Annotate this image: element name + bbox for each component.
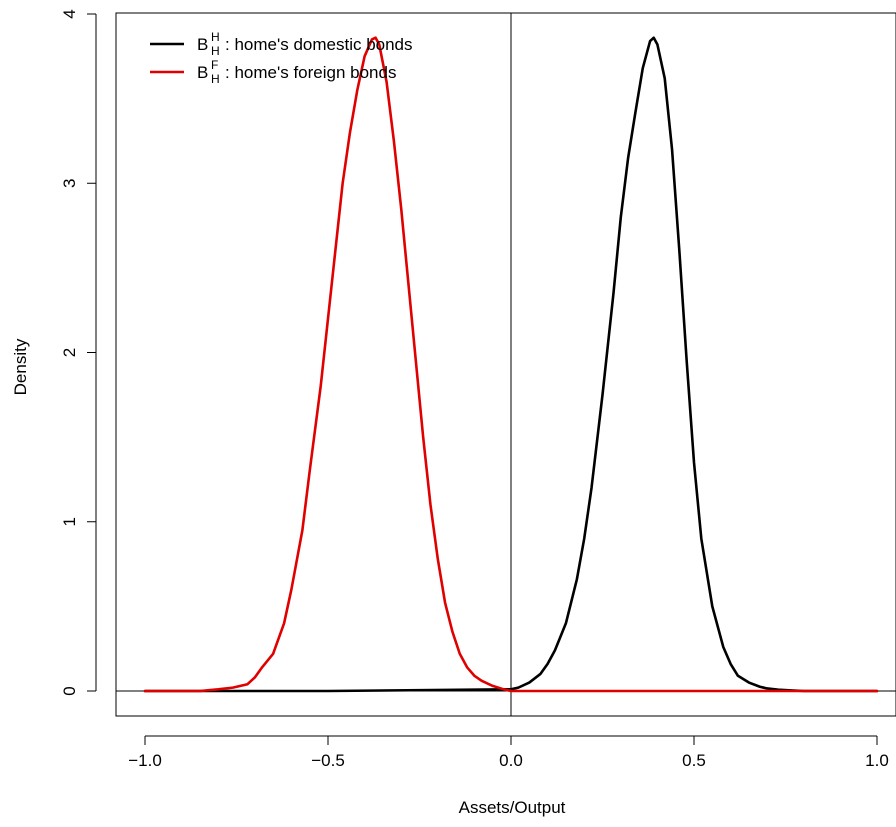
x-tick-label: 0.5 (682, 751, 706, 770)
y-tick-label: 2 (60, 348, 79, 357)
x-tick-label: 1.0 (865, 751, 889, 770)
series-line-domestic-bonds (143, 36, 879, 693)
legend-entry: B FH : home's foreign bonds (197, 58, 396, 86)
x-tick-label: −0.5 (311, 751, 345, 770)
y-tick-label: 0 (60, 686, 79, 695)
plot-frame (115, 12, 896, 717)
legend-symbol: B (197, 63, 208, 82)
legend-label: : home's foreign bonds (225, 63, 396, 82)
series-line-foreign-bonds (143, 36, 879, 693)
legend-subscript: H (211, 44, 220, 58)
y-axis: 0 1 2 3 4 (60, 9, 97, 696)
legend-label: : home's domestic bonds (225, 35, 413, 54)
legend-superscript: H (211, 30, 220, 44)
y-axis-title: Density (11, 338, 30, 395)
legend-superscript: F (211, 58, 218, 72)
x-axis-title: Assets/Output (459, 798, 566, 817)
legend-entry: B HH : home's domestic bonds (197, 30, 413, 58)
y-tick-label: 1 (60, 517, 79, 526)
x-tick-label: 0.0 (499, 751, 523, 770)
reference-lines (116, 13, 896, 716)
y-tick-label: 4 (60, 9, 79, 18)
x-tick-label: −1.0 (128, 751, 162, 770)
y-tick-label: 3 (60, 179, 79, 188)
series-layer (143, 36, 879, 693)
legend-symbol: B (197, 35, 208, 54)
legend-subscript: H (211, 72, 220, 86)
x-axis: −1.0 −0.5 0.0 0.5 1.0 (128, 735, 889, 770)
